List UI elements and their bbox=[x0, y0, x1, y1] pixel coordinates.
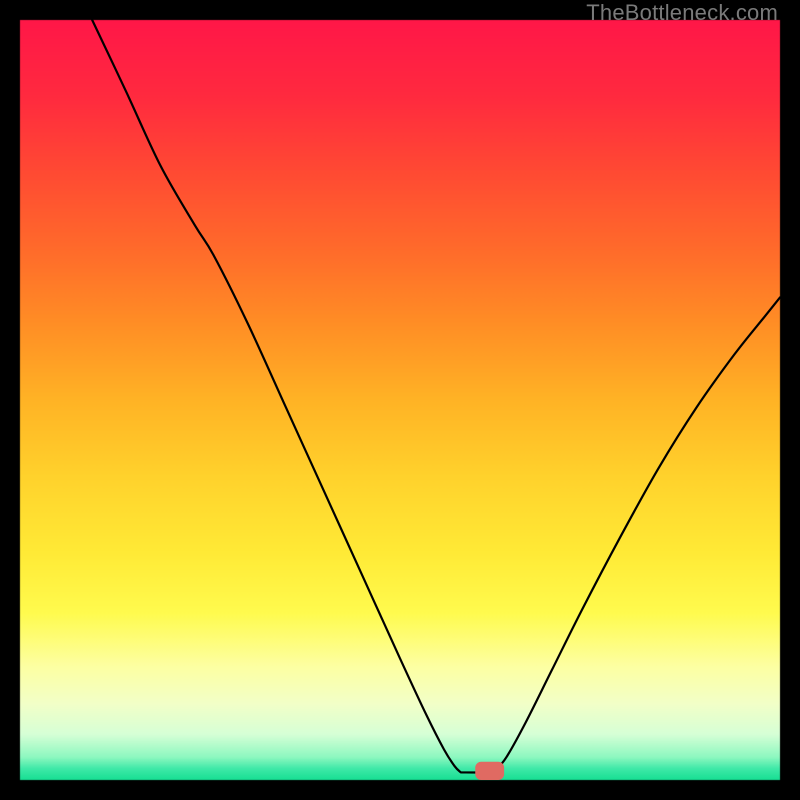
chart-svg bbox=[0, 0, 800, 800]
optimal-point-marker bbox=[475, 762, 504, 780]
watermark-text: TheBottleneck.com bbox=[586, 0, 778, 26]
chart-stage: TheBottleneck.com bbox=[0, 0, 800, 800]
bottleneck-curve bbox=[92, 20, 780, 773]
